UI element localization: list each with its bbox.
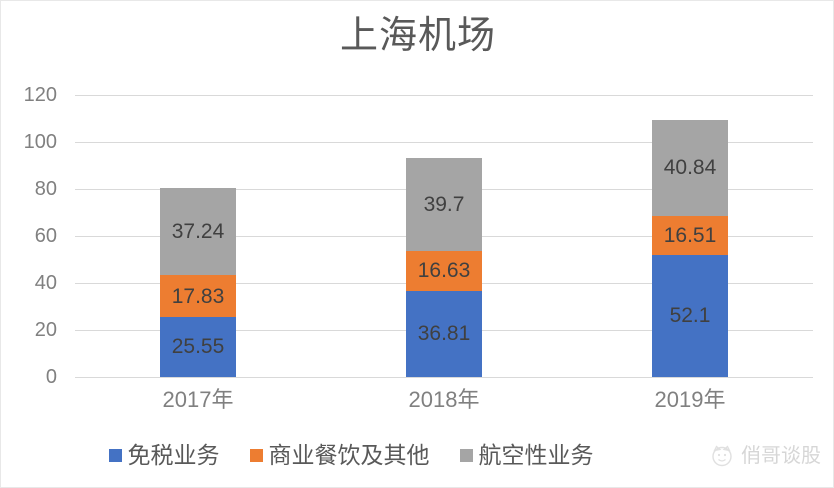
legend-label: 航空性业务	[478, 442, 594, 468]
bar-value-label: 16.63	[417, 259, 471, 283]
gridline	[75, 377, 813, 378]
bar-segment[interactable]: 25.55	[160, 316, 236, 377]
legend-label: 免税业务	[127, 442, 220, 468]
gridline	[75, 95, 813, 96]
x-axis-tick-label: 2019年	[654, 387, 726, 412]
bar-segment[interactable]: 17.83	[160, 275, 236, 317]
bar-group[interactable]: 25.55 17.83 37.24	[160, 95, 236, 377]
bar-group[interactable]: 36.81 16.63 39.7	[406, 95, 482, 377]
x-axis: 2017年 2018年 2019年	[75, 386, 813, 416]
bar-value-label: 36.81	[417, 322, 471, 346]
y-axis: 0 20 40 60 80 100 120	[1, 85, 65, 387]
legend-item[interactable]: 商业餐饮及其他	[249, 442, 430, 468]
gridline	[75, 142, 813, 143]
bar-value-label: 37.24	[171, 219, 225, 243]
legend-item[interactable]: 免税业务	[108, 442, 220, 468]
watermark: 俏哥谈股	[709, 443, 821, 469]
bar-segment[interactable]: 16.63	[406, 251, 482, 291]
y-axis-tick-label: 120	[23, 84, 57, 106]
legend-swatch-icon	[459, 448, 473, 462]
y-axis-tick-label: 60	[34, 225, 57, 247]
bar-segment[interactable]: 36.81	[406, 290, 482, 377]
bar-value-label: 25.55	[171, 335, 225, 359]
bar-value-label: 40.84	[663, 156, 717, 180]
y-axis-tick-label: 0	[45, 366, 57, 388]
bar-segment[interactable]: 40.84	[652, 119, 728, 216]
watermark-text: 俏哥谈股	[741, 445, 821, 467]
legend-label: 商业餐饮及其他	[268, 442, 430, 468]
y-axis-tick-label: 80	[34, 178, 57, 200]
legend-swatch-icon	[108, 448, 122, 462]
bar-segment[interactable]: 52.1	[652, 254, 728, 377]
chart-legend: 免税业务 商业餐饮及其他 航空性业务	[1, 438, 701, 472]
bar-value-label: 52.1	[669, 304, 711, 328]
bar-segment[interactable]: 16.51	[652, 215, 728, 255]
bar-value-label: 17.83	[171, 284, 225, 308]
y-axis-tick-label: 40	[34, 272, 57, 294]
y-axis-tick-label: 100	[23, 131, 57, 153]
legend-swatch-icon	[249, 448, 263, 462]
plot-area: 25.55 17.83 37.24 36.81 16.63 39.7 52.1 16.51 40…	[75, 95, 813, 378]
bar-segment[interactable]: 39.7	[406, 158, 482, 252]
y-axis-tick-label: 20	[34, 319, 57, 341]
bar-value-label: 39.7	[423, 193, 465, 217]
bar-segment[interactable]: 37.24	[160, 187, 236, 276]
x-axis-tick-label: 2017年	[162, 387, 234, 412]
chart-title: 上海机场	[339, 15, 496, 57]
x-axis-tick-label: 2018年	[408, 387, 480, 412]
cat-face-logo-icon	[712, 445, 732, 467]
bar-group[interactable]: 52.1 16.51 40.84	[652, 95, 728, 377]
bar-value-label: 16.51	[663, 223, 717, 247]
legend-item[interactable]: 航空性业务	[459, 442, 594, 468]
